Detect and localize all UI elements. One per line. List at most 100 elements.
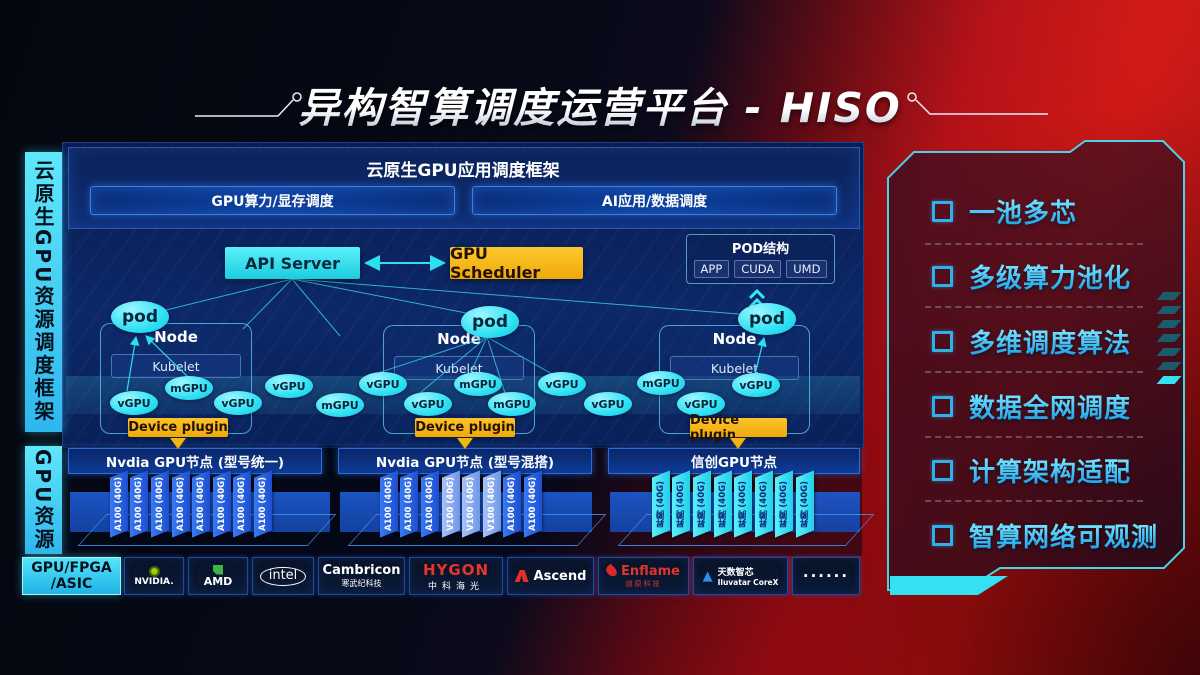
gpu-ellipse: vGPU (110, 391, 158, 415)
vendor-cambricon: Cambricon 寒武纪科技 (318, 557, 405, 595)
gpu-ellipse: mGPU (316, 393, 364, 417)
ascend-icon (514, 570, 529, 582)
gpu-card: A100 (40G) (151, 470, 169, 538)
pod-structure-title: POD结构 (731, 242, 790, 257)
panel-accent-bar (890, 576, 1008, 595)
gpu-card: A100 (40G) (254, 470, 272, 538)
vendor-ascend: Ascend (507, 557, 594, 595)
gpu-scheduler-box: GPU Scheduler (450, 244, 583, 282)
gpu-card: A100 (40G) (130, 470, 148, 538)
checkbox-icon (932, 265, 953, 287)
vendor-nvidia: NVIDIA. (124, 557, 184, 595)
gpu-ellipse: vGPU (404, 392, 452, 416)
chip-line1: GPU/FPGA (31, 560, 112, 576)
vendor-hygon: HYGON 中科海光 (409, 557, 503, 595)
app-framework-title: 云原生GPU应用调度框架 (366, 161, 560, 181)
gpu-ellipse: vGPU (584, 392, 632, 416)
gpu-card: A100 (40G) (380, 470, 398, 538)
hash-mark (1156, 362, 1182, 370)
down-arrow-icon (730, 438, 746, 449)
gpu-card: A100 (40G) (172, 470, 190, 538)
chip-line2: /ASIC (50, 576, 93, 592)
enflame-flame-icon (604, 563, 619, 579)
gpu-card: V100 (40G) (442, 470, 460, 538)
gpu-ellipse: mGPU (637, 371, 685, 395)
pod-structure-box: POD结构 APP CUDA UMD (686, 234, 835, 284)
feature-item: 一池多芯 (932, 194, 1077, 229)
gpu-card: A100 (40G) (110, 470, 128, 538)
gpu-card: 昇腾 (40G) (672, 470, 690, 538)
gpu-ellipse: vGPU (677, 392, 725, 416)
bar-gpu-compute-scheduling: GPU算力/显存调度 (90, 186, 455, 215)
feature-separator (925, 243, 1143, 245)
gpu-card: A100 (40G) (233, 470, 251, 538)
bar-ai-data-scheduling: AI应用/数据调度 (472, 186, 837, 215)
down-arrow-icon (170, 438, 186, 449)
gpu-ellipse: vGPU (359, 372, 407, 396)
node-3-kubelet: Kubelet (670, 356, 799, 380)
pod-ellipse-2: pod (461, 306, 519, 338)
gpu-card: A100 (40G) (503, 470, 521, 538)
vendor-more: ······ (792, 557, 860, 595)
page-title: 异构智算调度运营平台 - HISO (250, 74, 950, 134)
node-1-label: Node (154, 328, 198, 346)
vendor-name: Ascend (533, 568, 587, 584)
checkbox-icon (932, 459, 953, 481)
checkbox-icon (932, 330, 953, 352)
feature-separator (925, 500, 1143, 502)
device-plugin-1: Device plugin (128, 418, 228, 437)
gpu-card: 昇腾 (40G) (714, 470, 732, 538)
checkbox-icon (932, 200, 953, 222)
vendor-intel: intel (252, 557, 314, 595)
gpu-card: 昇腾 (40G) (734, 470, 752, 538)
amd-icon (213, 564, 223, 575)
checkbox-icon (932, 524, 953, 546)
feature-item: 多级算力池化 (932, 259, 1131, 294)
node-3-label: Node (712, 330, 757, 348)
rail-gpu-resource: GPU资源 (25, 446, 62, 554)
vendor-name: AMD (203, 574, 233, 588)
gpu-ellipse: vGPU (265, 374, 313, 398)
hash-mark (1156, 306, 1182, 314)
gpu-ellipse: mGPU (165, 376, 213, 400)
vendor-sub: 燧原科技 (625, 579, 662, 588)
vendor-name: HYGON (422, 560, 490, 579)
gpu-card: 昇腾 (40G) (693, 470, 711, 538)
api-server-box: API Server (225, 247, 360, 279)
gpu-card: 昇腾 (40G) (652, 470, 670, 538)
gpu-ellipse: vGPU (732, 373, 780, 397)
pod-ellipse-3: pod (738, 303, 796, 335)
gpu-card: 昇腾 (40G) (775, 470, 793, 538)
device-plugin-2: Device plugin (415, 418, 515, 437)
gpu-node-bar-mixed: Nvdia GPU节点 (型号混搭) (338, 448, 592, 474)
gpu-card: A100 (40G) (524, 470, 542, 538)
gpu-ellipse: mGPU (488, 392, 536, 416)
hash-mark (1156, 320, 1182, 328)
hash-mark (1156, 292, 1182, 300)
gpu-ellipse: vGPU (214, 391, 262, 415)
gpu-card: A100 (40G) (192, 470, 210, 538)
more-dots: ······ (802, 567, 850, 585)
vendor-sub: 寒武纪科技 (341, 579, 382, 588)
down-arrow-icon (457, 438, 473, 449)
hash-mark-bright (1156, 376, 1182, 384)
pod-ellipse-1: pod (111, 301, 169, 333)
gpu-card: V100 (40G) (483, 470, 501, 538)
gpu-card: A100 (40G) (213, 470, 231, 538)
gpu-card: 昇腾 (40G) (796, 470, 814, 538)
vendor-name: NVIDIA. (134, 576, 174, 587)
gpu-card: A100 (40G) (400, 470, 418, 538)
vendor-amd: AMD (188, 557, 248, 595)
vendor-sub: 中科海光 (427, 581, 484, 592)
feature-item: 计算架构适配 (932, 453, 1131, 488)
chip-gpu-fpga-asic: GPU/FPGA /ASIC (22, 557, 121, 595)
intel-logo: intel (259, 566, 307, 586)
vendor-name: 天数智芯 (717, 568, 754, 578)
vendor-name: Cambricon (322, 563, 401, 578)
feature-item: 多维调度算法 (932, 324, 1131, 359)
gpu-card: A100 (40G) (421, 470, 439, 538)
feature-separator (925, 306, 1143, 308)
vendor-name: Enflame (621, 563, 680, 579)
feature-separator (925, 371, 1143, 373)
